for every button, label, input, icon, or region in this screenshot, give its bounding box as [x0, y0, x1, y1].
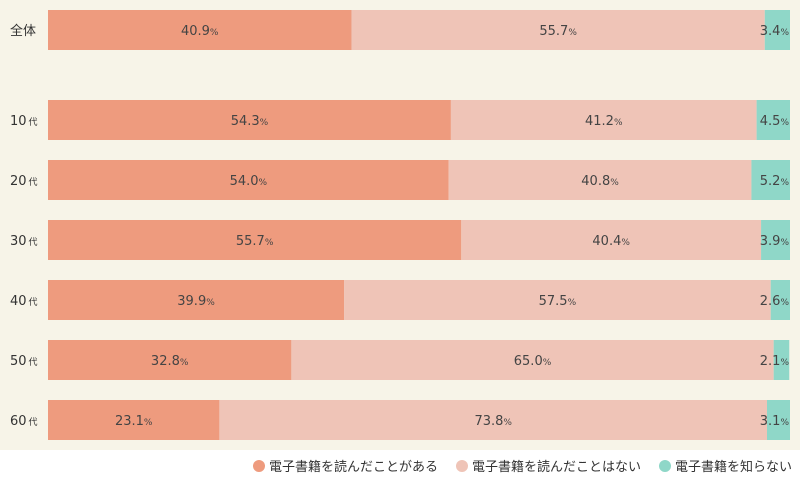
data-label: 55.7% [539, 24, 577, 39]
data-label: 39.9% [177, 294, 215, 309]
legend: 電子書籍を読んだことがある 電子書籍を読んだことはない 電子書籍を知らない [252, 456, 792, 475]
bar-segment [770, 280, 790, 320]
legend-swatch [658, 459, 671, 472]
data-label: 3.4% [760, 24, 790, 39]
legend-label: 電子書籍を知らない [674, 460, 792, 475]
data-label: 40.8% [581, 174, 619, 189]
data-label: 2.6% [760, 294, 790, 309]
data-label: 40.9% [181, 24, 219, 39]
data-label: 3.9% [760, 234, 790, 249]
legend-item: 電子書籍を読んだことがある [252, 456, 438, 475]
bar-segment [344, 280, 771, 320]
data-label: 54.3% [231, 114, 269, 129]
legend-item: 電子書籍を知らない [658, 456, 792, 475]
bar-segment [756, 100, 790, 140]
legend-label: 電子書籍を読んだことがある [268, 460, 438, 475]
row-label: 10 代 [10, 114, 38, 129]
data-label: 4.5% [760, 114, 790, 129]
bar-segment [761, 220, 790, 260]
bar-segment [48, 10, 352, 50]
stacked-bar-chart: 全体 40.9% 55.7% 3.4% 10 代 54.3% 41.2% 4.5% 20 代 54.0… [10, 10, 790, 440]
row-label: 60 代 [10, 414, 38, 429]
row-label: 50 代 [10, 354, 38, 369]
row-label: 20 代 [10, 174, 38, 189]
row-label: 全体 [10, 23, 36, 39]
bar-segment [48, 340, 292, 380]
bar-segment [219, 400, 767, 440]
bar-segment [450, 100, 757, 140]
bar-segment [766, 400, 790, 440]
bar-segment [448, 160, 752, 200]
legend-swatch [252, 459, 265, 472]
data-label: 65.0% [514, 354, 552, 369]
data-label: 23.1% [115, 414, 153, 429]
data-label: 41.2% [585, 114, 623, 129]
bar-segment [48, 220, 462, 260]
data-label: 54.0% [230, 174, 268, 189]
data-label: 32.8% [151, 354, 189, 369]
legend-item: 電子書籍を読んだことはない [455, 456, 641, 475]
row-label: 40 代 [10, 294, 38, 309]
bar-segment [48, 280, 345, 320]
data-label: 57.5% [539, 294, 577, 309]
bar-segment [751, 160, 790, 200]
data-label: 2.1% [760, 354, 790, 369]
row-label: 30 代 [10, 234, 38, 249]
legend-swatch [455, 459, 468, 472]
bar-segment [764, 10, 790, 50]
data-label: 3.1% [760, 414, 790, 429]
bar-segment [461, 220, 762, 260]
bar-segment [48, 100, 451, 140]
data-label: 40.4% [592, 234, 630, 249]
bar-segment [351, 10, 765, 50]
bar-segment [291, 340, 774, 380]
bar-segment [773, 340, 790, 380]
legend-label: 電子書籍を読んだことはない [471, 460, 641, 475]
data-label: 55.7% [236, 234, 274, 249]
data-label: 73.8% [474, 414, 512, 429]
bar-segment [48, 160, 449, 200]
data-label: 5.2% [760, 174, 790, 189]
bar-segment [48, 400, 220, 440]
